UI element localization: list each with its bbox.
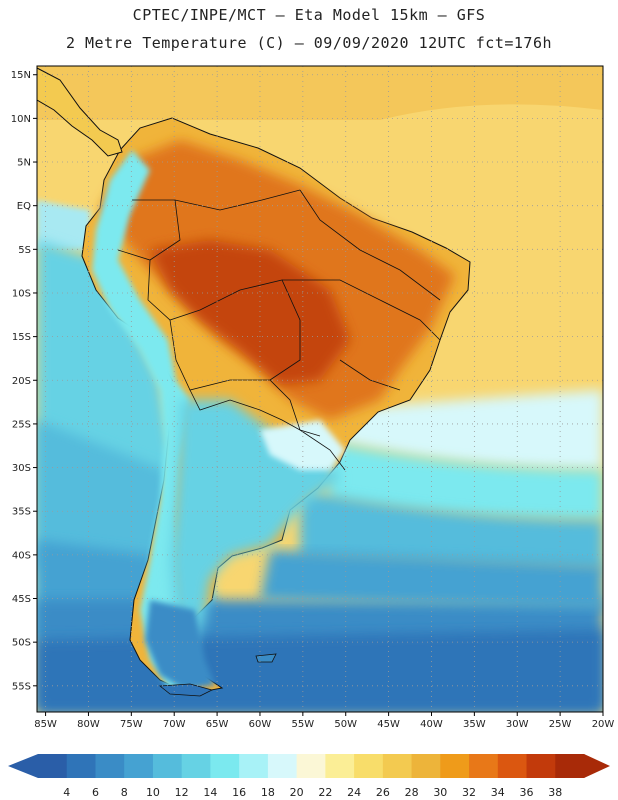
lat-tick-label: 5N — [17, 158, 31, 169]
lon-tick-label: 35W — [463, 719, 486, 730]
colorbar-cell — [181, 754, 211, 778]
colorbar-cell — [239, 754, 269, 778]
colorbar-label: 6 — [92, 786, 99, 799]
colorbar-cell — [38, 754, 68, 778]
colorbar-label: 28 — [405, 786, 419, 799]
colorbar-label: 26 — [376, 786, 390, 799]
map-frame — [36, 65, 604, 713]
lon-tick-label: 55W — [292, 719, 315, 730]
colorbar-label: 4 — [63, 786, 70, 799]
colorbar-label: 34 — [491, 786, 505, 799]
lat-tick-label: 5S — [18, 245, 31, 256]
colorbar-high-arrow — [584, 754, 610, 778]
lat-tick-label: 40S — [12, 550, 31, 561]
lat-tick-label: 10S — [12, 288, 31, 299]
colorbar-cell — [267, 754, 298, 778]
colorbar-cell — [124, 754, 154, 778]
pampas-mild — [260, 420, 345, 470]
lon-tick-label: 75W — [120, 719, 143, 730]
map-title-line2: 2 Metre Temperature (C) – 09/09/2020 12U… — [65, 34, 553, 52]
map-title-line1: CPTEC/INPE/MCT – Eta Model 15km – GFS — [132, 6, 486, 24]
colorbar-cell — [497, 754, 528, 778]
lat-tick-label: 15S — [12, 332, 31, 343]
lat-tick-label: 55S — [12, 681, 31, 692]
colorbar-label: 30 — [433, 786, 447, 799]
colorbar-label: 38 — [548, 786, 562, 799]
colorbar-cell — [210, 754, 240, 778]
pacific-band-12 — [37, 420, 190, 570]
lat-tick-label: 45S — [12, 594, 31, 605]
lat-tick-label: 10N — [11, 114, 31, 125]
colorbar-cell — [325, 754, 355, 778]
lon-tick-label: 30W — [506, 719, 529, 730]
longitude-labels: 85W 80W 75W 70W 65W 60W 55W 50W 45W 40W 35W 30W 25W 2… — [34, 712, 614, 730]
colorbar-low-arrow — [8, 754, 38, 778]
atlantic-band-14 — [300, 490, 603, 570]
lat-tick-label: 35S — [12, 507, 31, 518]
lon-tick-label: 20W — [592, 719, 615, 730]
colorbar-label: 22 — [318, 786, 332, 799]
colorbar-cell — [296, 754, 326, 778]
patagonia-cold — [145, 600, 215, 690]
lon-tick-label: 85W — [34, 719, 57, 730]
atlantic-band-20 — [330, 390, 603, 470]
colorbar-label: 24 — [347, 786, 361, 799]
colorbar-cell — [440, 754, 470, 778]
lon-tick-label: 45W — [377, 719, 400, 730]
southern-band-6 — [37, 630, 603, 712]
central-america-land — [37, 67, 123, 157]
country-borders — [117, 189, 441, 471]
falkland-islands — [255, 653, 277, 663]
colorbar-cell — [354, 754, 384, 778]
colorbar-label: 14 — [203, 786, 217, 799]
lon-tick-label: 40W — [420, 719, 443, 730]
lat-tick-label: EQ — [17, 201, 31, 212]
lat-tick-label: 50S — [12, 638, 31, 649]
lon-tick-label: 65W — [206, 719, 229, 730]
atlantic-band-18 — [320, 440, 603, 520]
lat-tick-label: 25S — [12, 419, 31, 430]
lon-tick-label: 60W — [249, 719, 272, 730]
lat-tick-label: 20S — [12, 376, 31, 387]
caribbean-band — [37, 66, 603, 120]
colorbar-cell — [152, 754, 183, 778]
pacific-band-equatorial — [37, 200, 90, 250]
atlantic-band-11 — [260, 550, 603, 610]
colorbar-cell — [469, 754, 499, 778]
lat-tick-label: 30S — [12, 463, 31, 474]
lon-tick-label: 50W — [334, 719, 357, 730]
tierra-del-fuego — [158, 683, 214, 697]
colorbar-cell — [382, 754, 413, 778]
colorbar-cell — [95, 754, 125, 778]
colorbar-cell — [411, 754, 441, 778]
lon-tick-label: 25W — [549, 719, 572, 730]
lon-tick-label: 70W — [163, 719, 186, 730]
colorbar-cell — [66, 754, 96, 778]
map-plot-area — [37, 66, 603, 712]
colorbar-label: 32 — [462, 786, 476, 799]
colorbar-label: 10 — [146, 786, 160, 799]
colorbar-label: 16 — [232, 786, 246, 799]
lon-tick-label: 80W — [77, 719, 100, 730]
colorbar-label: 12 — [175, 786, 189, 799]
colorbar-label: 18 — [261, 786, 275, 799]
colorbar-label: 8 — [121, 786, 128, 799]
colorbar-label: 36 — [520, 786, 534, 799]
temperature-colorbar: 4 6 8 10 12 14 16 18 20 22 24 26 28 30 32 34 36 38 — [8, 754, 610, 799]
colorbar-cell — [526, 754, 556, 778]
lat-tick-label: 15N — [11, 70, 31, 81]
colorbar-cell — [555, 754, 585, 778]
latitude-labels: 15N 10N 5N EQ 5S 10S 15S 20S 25S 30S 35S 40S 45S 50S 5… — [11, 70, 37, 692]
colorbar-label: 20 — [290, 786, 304, 799]
